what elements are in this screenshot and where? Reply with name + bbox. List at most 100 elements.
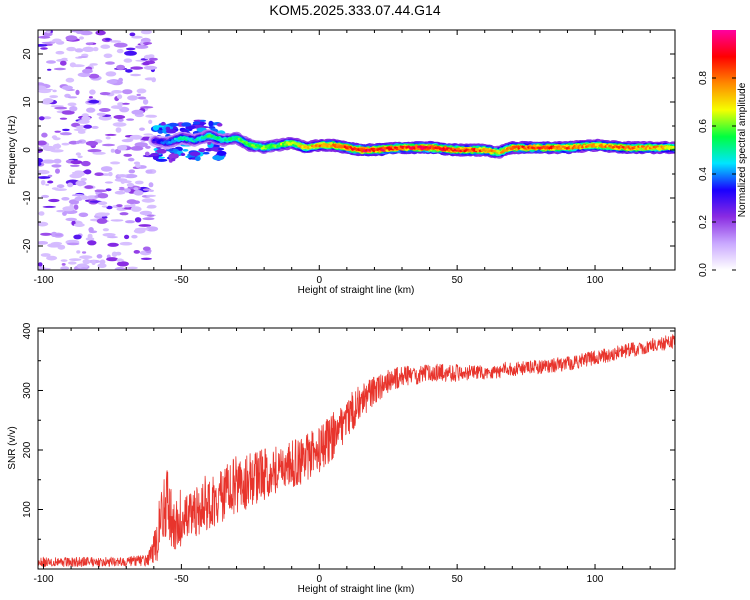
noise-blob <box>69 164 80 167</box>
noise-blob <box>142 61 150 66</box>
noise-blob <box>105 61 115 65</box>
ridge-segment <box>419 145 424 149</box>
noise-blob <box>75 152 81 156</box>
noise-blob <box>38 44 48 47</box>
noise-blob <box>131 234 138 239</box>
noise-blob <box>122 102 130 105</box>
snr-ytick-label: 100 <box>22 501 33 518</box>
ridge-segment <box>654 145 659 149</box>
ridge-scatter <box>199 119 207 122</box>
noise-blob <box>81 160 91 167</box>
ridge-segment <box>500 150 505 154</box>
snr-xtick-label: -100 <box>34 574 54 585</box>
noise-blob <box>92 47 99 52</box>
ridge-segment <box>303 145 308 149</box>
noise-blob <box>46 255 58 261</box>
snr-xtick-label: 0 <box>316 574 322 585</box>
noise-blob <box>53 158 62 164</box>
noise-blob <box>79 36 84 40</box>
noise-blob <box>77 155 83 159</box>
noise-blob <box>77 119 90 124</box>
noise-blob <box>94 189 108 193</box>
noise-blob <box>77 130 86 134</box>
noise-blob <box>95 30 106 36</box>
noise-blob <box>110 161 121 165</box>
spectrogram-ytick-label: -20 <box>22 238 33 253</box>
noise-blob <box>114 266 126 270</box>
noise-blob <box>144 151 150 156</box>
ridge-scatter <box>152 125 159 131</box>
noise-blob <box>48 198 60 203</box>
noise-blob <box>115 105 123 110</box>
noise-blob <box>112 122 127 127</box>
noise-blob <box>116 261 129 267</box>
ridge-segment <box>507 146 513 150</box>
snr-panel: -100 -50 0 50 100 100 200 300 400 Height of stra… <box>7 322 676 595</box>
snr-xtick-label: 100 <box>587 574 604 585</box>
noise-blob <box>45 30 51 34</box>
noise-blob <box>140 106 154 109</box>
ridge-segment <box>324 142 329 147</box>
noise-blob <box>145 226 159 232</box>
noise-blob <box>116 145 128 151</box>
noise-blob <box>139 127 145 131</box>
noise-blob <box>122 89 133 95</box>
noise-blob <box>80 267 88 270</box>
ridge-scatter <box>150 152 160 157</box>
ridge-scatter <box>216 123 223 127</box>
noise-blob <box>77 56 88 58</box>
noise-blob <box>73 234 82 240</box>
noise-blob <box>106 257 119 262</box>
noise-blob <box>105 71 117 77</box>
noise-blob <box>128 169 136 174</box>
spectrogram-xtick-label: 0 <box>316 275 322 286</box>
noise-blob <box>69 106 78 112</box>
colorbar-tick-label: 0.8 <box>698 71 709 85</box>
spectrogram-ytick-label: 20 <box>22 48 33 60</box>
noise-blob <box>114 190 126 195</box>
noise-blob <box>105 136 111 140</box>
noise-blob <box>61 110 75 115</box>
ridge-segment <box>380 148 385 152</box>
ridge-segment <box>598 143 603 148</box>
noise-blob <box>88 99 100 104</box>
noise-blob <box>75 89 80 95</box>
snr-content <box>38 334 675 568</box>
noise-blob <box>61 197 70 201</box>
noise-blob <box>38 162 42 166</box>
noise-blob <box>38 169 50 175</box>
noise-blob <box>47 243 61 248</box>
noise-blob <box>115 127 122 133</box>
noise-blob <box>60 60 67 66</box>
ridge-scatter <box>198 148 206 153</box>
noise-blob <box>91 259 96 265</box>
noise-blob <box>123 204 132 208</box>
noise-blob <box>133 190 144 196</box>
noise-blob <box>140 41 145 46</box>
noise-blob <box>50 231 58 237</box>
noise-blob <box>61 142 70 146</box>
noise-blob <box>55 50 65 55</box>
noise-blob <box>138 224 152 227</box>
noise-blob <box>125 47 136 51</box>
noise-blob <box>41 132 48 138</box>
noise-blob <box>102 228 109 232</box>
noise-blob <box>129 134 143 140</box>
noise-blob <box>38 176 51 179</box>
noise-blob <box>125 220 135 224</box>
noise-blob <box>142 42 153 45</box>
noise-blob <box>107 242 119 247</box>
ridge-segment <box>225 136 231 141</box>
noise-blob <box>61 57 68 61</box>
noise-blob <box>89 89 96 95</box>
noise-blob <box>116 204 123 208</box>
noise-blob <box>60 259 68 262</box>
noise-blob <box>118 77 123 83</box>
noise-blob <box>106 79 118 84</box>
noise-blob <box>131 109 144 115</box>
noise-blob <box>103 53 113 59</box>
noise-blob <box>87 149 102 153</box>
noise-blob <box>42 32 53 37</box>
ridge-segment <box>247 143 252 148</box>
noise-blob <box>136 88 147 94</box>
